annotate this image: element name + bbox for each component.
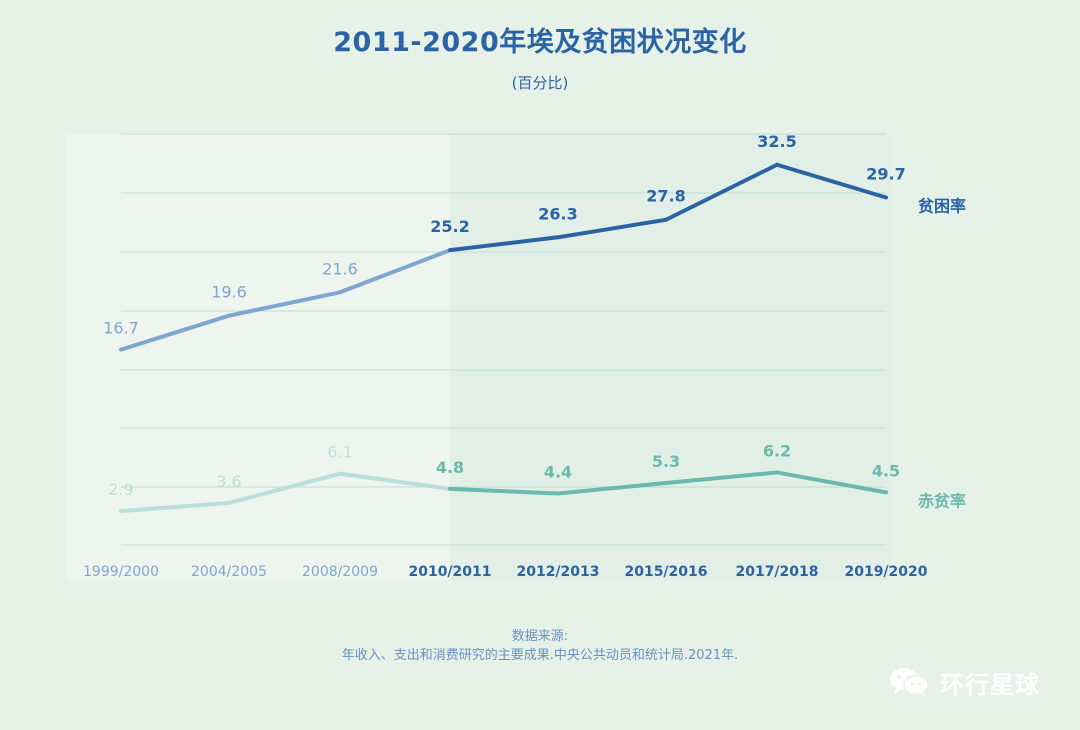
x-tick-label: 2004/2005 xyxy=(191,564,267,580)
chart-subtitle: (百分比) xyxy=(511,74,569,92)
extreme-poverty-data-label: 4.4 xyxy=(544,463,572,482)
extreme-poverty-line-segment xyxy=(556,480,668,496)
extreme-poverty-line-segment xyxy=(448,486,560,496)
x-tick-label: 1999/2000 xyxy=(83,564,159,580)
poverty-data-label: 25.2 xyxy=(430,217,469,236)
extreme-poverty-data-label: 4.5 xyxy=(872,461,900,480)
poverty-line-segment xyxy=(664,162,779,222)
extreme-poverty-line-segment xyxy=(338,471,452,491)
extreme-poverty-line-segment xyxy=(775,470,888,495)
x-tick-label: 2015/2016 xyxy=(624,564,707,580)
poverty-line-segment xyxy=(338,248,452,295)
extreme-poverty-line-segment xyxy=(664,470,779,485)
extreme-poverty-line-segment xyxy=(227,471,342,505)
wechat-icon xyxy=(890,668,929,697)
extreme-poverty-data-label: 4.8 xyxy=(436,458,464,477)
poverty-data-label: 21.6 xyxy=(322,259,358,278)
poverty-line-segment xyxy=(775,162,888,200)
extreme-poverty-data-label: 5.3 xyxy=(652,452,680,471)
extreme-poverty-data-label: 2.9 xyxy=(108,480,133,499)
source-text: 年收入、支出和消费研究的主要成果.中央公共动员和统计局.2021年. xyxy=(341,648,739,663)
extreme-poverty-line-segment xyxy=(119,500,231,514)
poverty-line-segment xyxy=(556,217,668,240)
poverty-data-label: 16.7 xyxy=(103,319,139,338)
extreme-poverty-data-label: 6.2 xyxy=(763,441,791,460)
extreme-poverty-legend-label: 赤贫率 xyxy=(918,491,966,510)
x-tick-label: 2008/2009 xyxy=(302,564,378,580)
brand-name: 环行星球 xyxy=(940,670,1040,699)
poverty-data-label: 32.5 xyxy=(757,132,796,151)
x-tick-label: 2010/2011 xyxy=(408,564,491,580)
poverty-line-segment xyxy=(227,290,342,318)
poverty-data-label: 27.8 xyxy=(646,187,685,206)
x-tick-label: 2019/2020 xyxy=(844,564,927,580)
source-label: 数据来源: xyxy=(511,629,569,644)
poverty-legend-label: 贫困率 xyxy=(918,197,966,216)
chart-title: 2011-2020年埃及贫困状况变化 xyxy=(333,27,747,58)
historical-period-panel xyxy=(66,134,450,580)
brand: 环行星球 xyxy=(888,664,1040,700)
poverty-data-label: 19.6 xyxy=(211,283,247,302)
poverty-line-segment xyxy=(448,235,560,253)
x-tick-label: 2017/2018 xyxy=(735,564,818,580)
recent-period-panel xyxy=(450,134,890,580)
extreme-poverty-data-label: 6.1 xyxy=(327,443,352,462)
poverty-data-label: 26.3 xyxy=(538,204,577,223)
x-tick-label: 2012/2013 xyxy=(516,564,599,580)
extreme-poverty-data-label: 3.6 xyxy=(216,472,241,491)
poverty-line-segment xyxy=(119,313,231,352)
poverty-data-label: 29.7 xyxy=(866,165,905,184)
